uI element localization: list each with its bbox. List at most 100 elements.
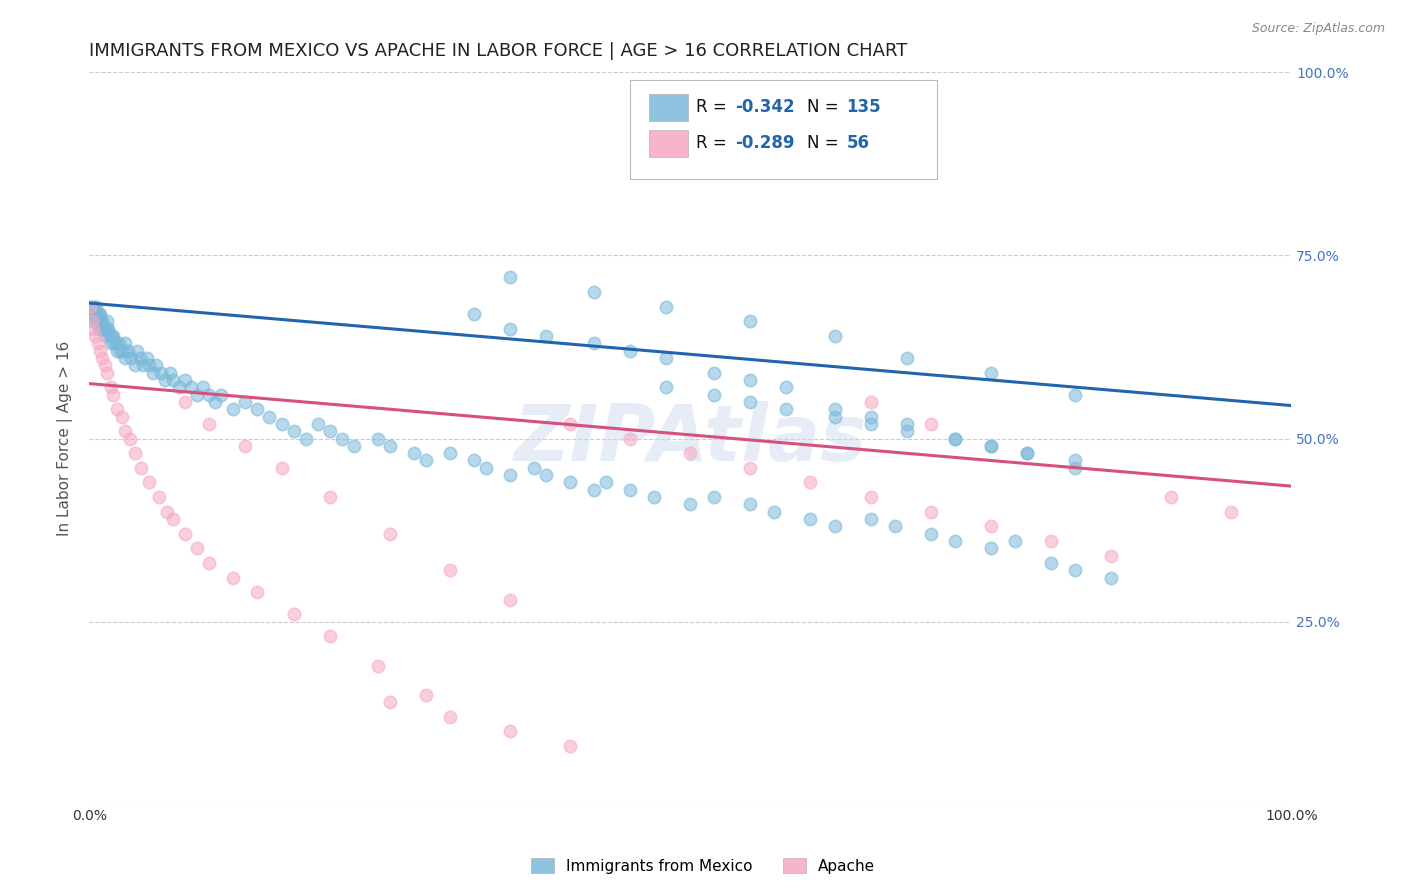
- Point: [80, 314, 103, 328]
- Point: [86, 307, 108, 321]
- Point: [824, 329, 846, 343]
- Point: [162, 512, 184, 526]
- Point: [824, 409, 846, 424]
- Point: [859, 395, 882, 409]
- Text: IMMIGRANTS FROM MEXICO VS APACHE IN LABOR FORCE | AGE > 16 CORRELATION CHART: IMMIGRANTS FROM MEXICO VS APACHE IN LABO…: [89, 42, 907, 60]
- Text: N =: N =: [807, 135, 844, 153]
- Point: [89, 314, 111, 328]
- Point: [558, 739, 581, 753]
- Point: [90, 321, 112, 335]
- Point: [124, 359, 146, 373]
- Point: [132, 359, 155, 373]
- Point: [824, 402, 846, 417]
- Point: [378, 526, 401, 541]
- Point: [558, 475, 581, 490]
- Point: [343, 439, 366, 453]
- Point: [655, 380, 678, 394]
- Point: [156, 505, 179, 519]
- Point: [643, 490, 665, 504]
- Point: [111, 343, 134, 358]
- Point: [1015, 446, 1038, 460]
- Point: [129, 460, 152, 475]
- Point: [198, 387, 221, 401]
- Point: [270, 460, 292, 475]
- Point: [318, 490, 340, 504]
- Point: [763, 505, 786, 519]
- Point: [87, 321, 110, 335]
- Point: [740, 460, 762, 475]
- Point: [124, 446, 146, 460]
- Point: [100, 336, 122, 351]
- Point: [93, 321, 115, 335]
- Point: [896, 424, 918, 438]
- Point: [159, 366, 181, 380]
- Point: [84, 329, 107, 343]
- Point: [86, 314, 108, 328]
- Point: [775, 380, 797, 394]
- Point: [859, 409, 882, 424]
- Point: [270, 417, 292, 431]
- Point: [920, 526, 942, 541]
- Point: [80, 307, 103, 321]
- Point: [204, 395, 226, 409]
- Point: [534, 468, 557, 483]
- Point: [943, 432, 966, 446]
- Point: [439, 446, 461, 460]
- Y-axis label: In Labor Force | Age > 16: In Labor Force | Age > 16: [58, 341, 73, 536]
- Point: [799, 475, 821, 490]
- Point: [703, 387, 725, 401]
- Point: [82, 314, 104, 328]
- Point: [96, 321, 118, 335]
- Point: [120, 351, 142, 365]
- Point: [1220, 505, 1243, 519]
- Point: [859, 417, 882, 431]
- Point: [105, 402, 128, 417]
- Point: [86, 307, 108, 321]
- Point: [114, 424, 136, 438]
- Point: [186, 541, 208, 556]
- Point: [655, 351, 678, 365]
- Point: [97, 321, 120, 335]
- Point: [883, 519, 905, 533]
- Point: [980, 439, 1002, 453]
- Point: [415, 453, 437, 467]
- Point: [920, 505, 942, 519]
- Point: [475, 460, 498, 475]
- Point: [98, 329, 121, 343]
- Point: [619, 483, 641, 497]
- Point: [896, 417, 918, 431]
- Point: [79, 300, 101, 314]
- Text: Source: ZipAtlas.com: Source: ZipAtlas.com: [1251, 22, 1385, 36]
- Point: [523, 460, 546, 475]
- Point: [104, 336, 127, 351]
- Point: [209, 387, 232, 401]
- Point: [740, 497, 762, 511]
- Text: R =: R =: [696, 98, 733, 116]
- Point: [415, 688, 437, 702]
- Point: [127, 343, 149, 358]
- Point: [859, 512, 882, 526]
- Point: [740, 395, 762, 409]
- Point: [294, 432, 316, 446]
- Point: [246, 585, 269, 599]
- Point: [135, 351, 157, 365]
- Point: [235, 395, 257, 409]
- Point: [595, 475, 617, 490]
- Point: [499, 724, 522, 739]
- Point: [499, 270, 522, 285]
- Point: [378, 695, 401, 709]
- Point: [378, 439, 401, 453]
- Point: [91, 314, 114, 328]
- Point: [153, 373, 176, 387]
- Point: [96, 366, 118, 380]
- Point: [246, 402, 269, 417]
- Point: [1015, 446, 1038, 460]
- Point: [679, 446, 702, 460]
- Text: 135: 135: [846, 98, 882, 116]
- Point: [583, 336, 606, 351]
- Point: [1004, 534, 1026, 549]
- Point: [1064, 453, 1087, 467]
- Point: [679, 497, 702, 511]
- Point: [558, 417, 581, 431]
- Point: [84, 314, 107, 328]
